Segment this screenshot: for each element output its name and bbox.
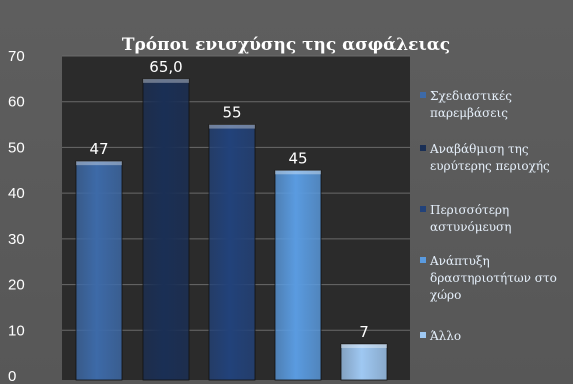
data-labels: 47 65,0 55 45 7 bbox=[89, 58, 368, 341]
y-tick-label: 40 bbox=[8, 185, 25, 202]
legend-swatch bbox=[420, 92, 426, 98]
bar bbox=[274, 169, 322, 381]
legend-label: Σχεδιαστικές bbox=[430, 89, 512, 103]
bar bbox=[142, 78, 190, 381]
bar-top-highlight bbox=[275, 170, 321, 175]
bar-top-highlight bbox=[143, 78, 189, 83]
legend-swatch bbox=[420, 206, 426, 212]
legend-label: χώρο bbox=[430, 288, 461, 302]
y-tick-label: 70 bbox=[8, 48, 25, 65]
bar-top-highlight bbox=[341, 344, 387, 348]
y-tick-label: 20 bbox=[8, 277, 25, 294]
legend-label: δραστηριοτήτων στο bbox=[430, 271, 557, 285]
y-tick-label: 60 bbox=[8, 94, 25, 111]
bar-top-highlight bbox=[76, 161, 122, 166]
bar bbox=[340, 343, 388, 381]
legend-label: Αναβάθμιση της bbox=[429, 142, 529, 156]
chart-title: Τρόποι ενισχύσης της ασφάλειας bbox=[122, 35, 450, 55]
bars bbox=[75, 78, 388, 381]
legend-label: ευρύτερης περιοχής bbox=[430, 159, 550, 173]
bar bbox=[208, 124, 256, 381]
data-label: 7 bbox=[359, 323, 369, 341]
y-axis-ticks: 0 10 20 30 40 50 60 70 bbox=[8, 48, 25, 384]
y-tick-label: 0 bbox=[8, 368, 16, 384]
legend-label: παρεμβάσεις bbox=[430, 106, 508, 120]
bar bbox=[75, 160, 123, 381]
legend-label: Ανάπτυξη bbox=[429, 254, 490, 268]
legend: Σχεδιαστικές παρεμβάσεις Αναβάθμιση της ευρ… bbox=[420, 89, 557, 343]
y-tick-label: 10 bbox=[8, 322, 25, 339]
data-label: 65,0 bbox=[149, 58, 182, 76]
bar-top-highlight bbox=[209, 124, 255, 129]
data-label: 45 bbox=[288, 149, 307, 167]
y-tick-label: 30 bbox=[8, 231, 25, 248]
legend-swatch bbox=[420, 145, 426, 151]
legend-label: αστυνόμευση bbox=[430, 220, 511, 234]
legend-label: Περισσότερη bbox=[430, 203, 509, 217]
data-label: 47 bbox=[89, 140, 108, 158]
legend-swatch bbox=[420, 332, 426, 338]
legend-label: Άλλο bbox=[429, 329, 461, 343]
legend-swatch bbox=[420, 257, 426, 263]
y-tick-label: 50 bbox=[8, 139, 25, 156]
data-label: 55 bbox=[222, 104, 241, 122]
